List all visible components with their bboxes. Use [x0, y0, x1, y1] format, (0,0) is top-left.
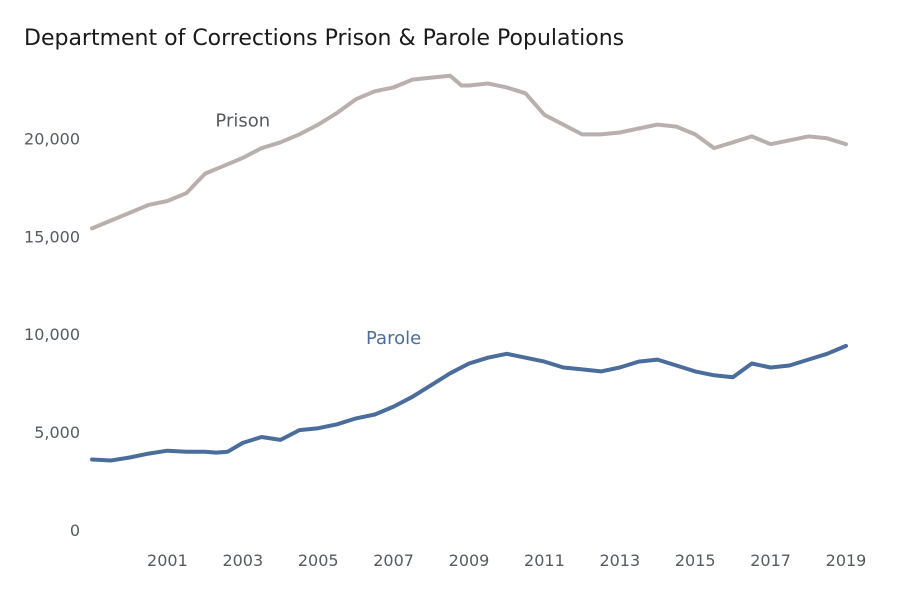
series-label-parole: Parole — [366, 328, 421, 349]
x-tick-label: 2011 — [524, 551, 565, 570]
x-tick-label: 2019 — [826, 551, 867, 570]
series-line-parole — [90, 343, 848, 463]
y-tick-label: 15,000 — [24, 227, 80, 246]
y-tick-label: 10,000 — [24, 325, 80, 344]
series-line-prison — [90, 73, 848, 231]
x-tick-label: 2009 — [449, 551, 490, 570]
y-tick-label: 20,000 — [24, 129, 80, 148]
x-tick-label: 2007 — [373, 551, 414, 570]
chart-title: Department of Corrections Prison & Parol… — [24, 26, 625, 51]
y-tick-label: 0 — [70, 521, 80, 540]
x-tick-label: 2003 — [222, 551, 263, 570]
y-axis-labels: 0 5,000 10,000 15,000 20,000 — [24, 129, 80, 540]
x-tick-label: 2013 — [599, 551, 640, 570]
x-tick-label: 2005 — [298, 551, 339, 570]
series-lines — [90, 73, 848, 463]
y-tick-label: 5,000 — [34, 423, 80, 442]
series-labels: Prison Parole — [215, 111, 421, 349]
x-tick-label: 2015 — [675, 551, 716, 570]
series-label-prison: Prison — [215, 111, 270, 132]
x-axis-labels: 2001 2003 2005 2007 2009 2011 2013 2015 2017 2019 — [147, 551, 866, 570]
x-tick-label: 2017 — [750, 551, 791, 570]
x-tick-label: 2001 — [147, 551, 188, 570]
